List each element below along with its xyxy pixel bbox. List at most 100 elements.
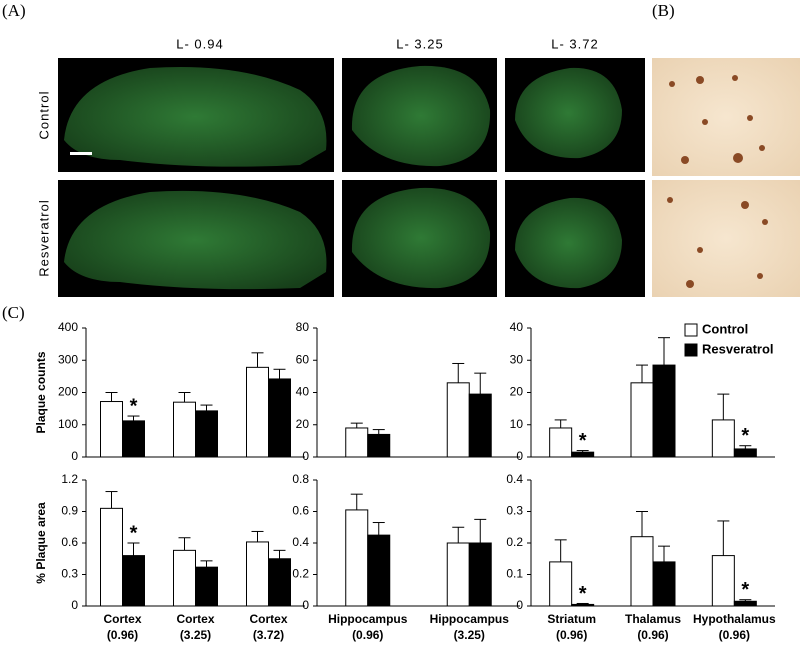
x-tick-label: Cortex: [176, 612, 214, 626]
bar: [268, 558, 291, 607]
y-tick-label: 0.1: [506, 567, 523, 581]
bar: [367, 433, 391, 458]
panel-label: (B): [652, 1, 675, 20]
y-tick-label: 0.8: [292, 472, 309, 486]
y-tick-label: 20: [296, 417, 310, 431]
legend-label: Control: [702, 321, 748, 336]
section-label: L- 0.94: [176, 36, 223, 51]
x-tick-label: (3.25): [180, 628, 211, 642]
y-tick-label: 100: [58, 417, 78, 431]
y-tick-label: 0.3: [61, 567, 78, 581]
significance-mark: *: [579, 583, 587, 605]
bar: [345, 509, 369, 607]
bar: [100, 401, 123, 458]
bar: [100, 507, 123, 607]
legend-swatch: [684, 323, 698, 337]
bar: [246, 541, 269, 607]
bar: [549, 561, 573, 607]
bar: [446, 382, 470, 458]
bar: [173, 549, 196, 607]
legend-swatch: [684, 343, 698, 357]
y-tick-label: 30: [510, 352, 524, 366]
bar: [630, 382, 654, 458]
bar: [630, 536, 654, 607]
x-tick-label: (0.96): [556, 628, 587, 642]
bar: [711, 419, 735, 458]
x-tick-label: Cortex: [103, 612, 141, 626]
x-tick-label: Thalamus: [625, 612, 681, 626]
bar: [733, 600, 757, 607]
bar: [122, 555, 145, 607]
y-tick-label: 0: [71, 449, 78, 463]
bar: [195, 566, 218, 607]
section-label: L- 3.72: [551, 36, 598, 51]
x-tick-label: (0.96): [637, 628, 668, 642]
y-tick-label: 0.2: [506, 535, 523, 549]
y-axis-label: % Plaque area: [34, 502, 48, 584]
y-tick-label: 0: [516, 598, 523, 612]
bar: [652, 364, 676, 458]
significance-mark: *: [130, 395, 138, 417]
y-tick-label: 0: [302, 598, 309, 612]
bar: [711, 555, 735, 607]
x-tick-label: (3.72): [253, 628, 284, 642]
bar: [733, 448, 757, 458]
bar: [571, 603, 595, 607]
y-tick-label: 0: [516, 449, 523, 463]
bar: [549, 427, 573, 458]
x-tick-label: (0.96): [107, 628, 138, 642]
y-tick-label: 20: [510, 385, 524, 399]
row-label: Control: [36, 91, 51, 140]
legend-label: Resveratrol: [702, 341, 774, 356]
bar: [652, 561, 676, 607]
y-tick-label: 0.4: [506, 472, 523, 486]
y-tick-label: 80: [296, 320, 310, 334]
y-tick-label: 10: [510, 417, 524, 431]
bar: [367, 534, 391, 607]
bar: [268, 378, 291, 458]
y-tick-label: 1.2: [61, 472, 78, 486]
y-tick-label: 0.4: [292, 535, 309, 549]
y-tick-label: 40: [296, 385, 310, 399]
x-tick-label: (0.96): [719, 628, 750, 642]
bar: [468, 542, 492, 607]
micrographs: [58, 58, 800, 297]
y-tick-label: 0.6: [61, 535, 78, 549]
y-tick-label: 300: [58, 352, 78, 366]
bar: [345, 427, 369, 458]
row-label: Resveratrol: [36, 199, 51, 276]
x-tick-label: Striatum: [547, 612, 596, 626]
x-tick-label: Cortex: [249, 612, 287, 626]
y-tick-label: 400: [58, 320, 78, 334]
bar: [122, 420, 145, 458]
y-tick-label: 0.9: [61, 504, 78, 518]
y-tick-label: 0.3: [506, 504, 523, 518]
section-label: L- 3.25: [396, 36, 443, 51]
x-tick-label: Hippocampus: [328, 612, 408, 626]
y-tick-label: 40: [510, 320, 524, 334]
x-tick-label: Hypothalamus: [693, 612, 776, 626]
bar: [246, 366, 269, 458]
significance-mark: *: [579, 430, 587, 452]
panel-label: (C): [2, 303, 25, 322]
y-tick-label: 0: [302, 449, 309, 463]
significance-mark: *: [741, 425, 749, 447]
y-tick-label: 0.6: [292, 504, 309, 518]
y-tick-label: 200: [58, 385, 78, 399]
bar: [195, 410, 218, 458]
x-tick-label: (3.25): [454, 628, 485, 642]
panel-label: (A): [2, 1, 26, 20]
x-tick-label: (0.96): [352, 628, 383, 642]
y-tick-label: 0: [71, 598, 78, 612]
bar: [468, 393, 492, 458]
significance-mark: *: [130, 522, 138, 544]
x-tick-label: Hippocampus: [430, 612, 510, 626]
y-tick-label: 0.2: [292, 567, 309, 581]
y-axis-label: Plaque counts: [34, 351, 48, 433]
y-tick-label: 60: [296, 352, 310, 366]
significance-mark: *: [741, 579, 749, 601]
bar: [571, 451, 595, 458]
bar: [173, 401, 196, 458]
bar: [446, 542, 470, 607]
